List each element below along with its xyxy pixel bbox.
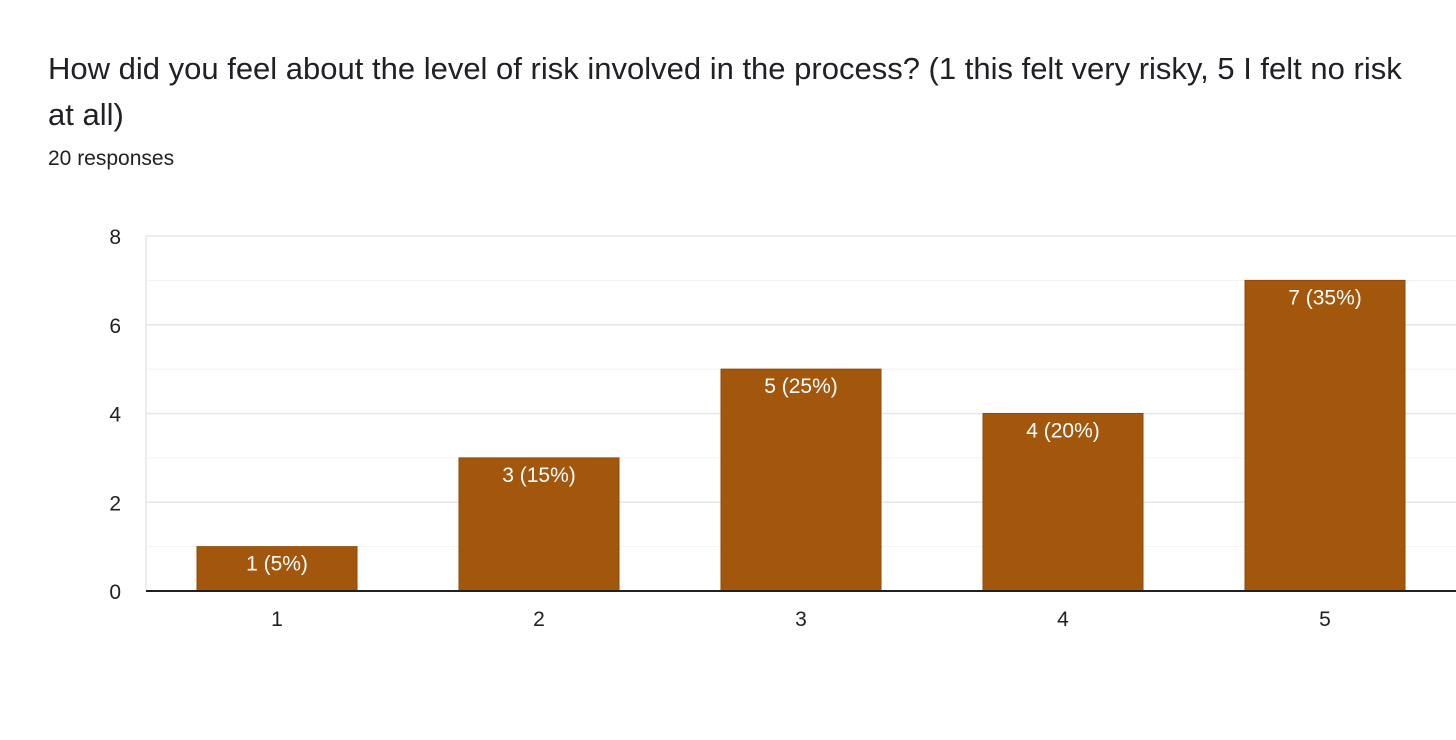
bars	[196, 279, 1406, 592]
y-tick-label: 2	[109, 492, 121, 515]
x-tick-label: 4	[1057, 608, 1069, 631]
bar-data-label: 5 (25%)	[764, 375, 838, 398]
y-tick-label: 4	[109, 404, 121, 427]
x-tick-label: 1	[271, 608, 283, 631]
x-tick-label: 5	[1319, 608, 1331, 631]
y-tick-label: 0	[109, 581, 121, 604]
bar	[1244, 279, 1406, 592]
bar-data-label: 3 (15%)	[502, 464, 576, 487]
x-tick-label: 3	[795, 608, 807, 631]
bar-data-label: 7 (35%)	[1288, 286, 1362, 309]
bar-data-labels: 1 (5%) 3 (15%) 5 (25%) 4 (20%) 7 (35%)	[246, 286, 1362, 575]
x-tick-label: 2	[533, 608, 545, 631]
response-count: 20 responses	[48, 147, 175, 170]
bar	[720, 368, 882, 592]
y-tick-label: 8	[109, 226, 121, 249]
bar	[982, 413, 1144, 592]
y-axis-tick-labels: 0 2 4 6 8	[109, 226, 121, 604]
bar-data-label: 1 (5%)	[246, 553, 308, 576]
y-tick-label: 6	[109, 315, 121, 338]
bar-data-label: 4 (20%)	[1026, 420, 1100, 443]
bar	[196, 546, 358, 592]
bar	[458, 457, 620, 592]
x-axis-tick-labels: 1 2 3 4 5	[271, 608, 1331, 631]
question-title: How did you feel about the level of risk…	[48, 51, 1402, 132]
